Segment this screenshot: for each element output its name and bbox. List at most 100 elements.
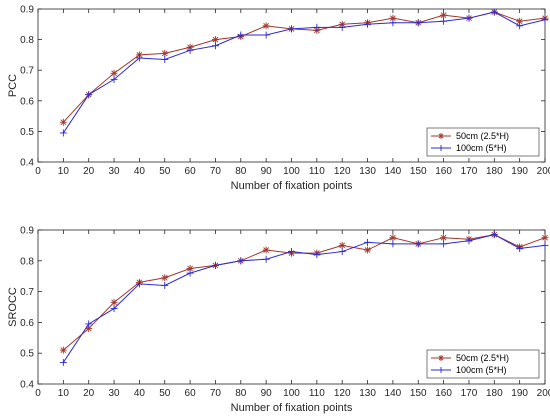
asterisk-marker (338, 241, 346, 249)
plus-marker (85, 91, 93, 99)
plus-marker (313, 23, 321, 31)
x-tick-label: 140 (385, 388, 402, 399)
marker-stroke (339, 242, 346, 249)
plus-marker (211, 261, 219, 269)
x-tick-label: 30 (108, 388, 120, 399)
x-tick-label: 50 (159, 388, 171, 399)
plus-marker (389, 240, 397, 248)
x-tick-label: 90 (261, 166, 273, 177)
asterisk-marker (364, 246, 372, 254)
plus-marker (313, 251, 321, 259)
legend: 50cm (2.5*H) 100cm (5*H) (426, 349, 540, 379)
plus-marker (541, 16, 549, 24)
y-tick-label: 0.5 (20, 127, 34, 138)
asterisk-marker (541, 234, 549, 242)
x-tick-label: 80 (235, 166, 247, 177)
legend-box (426, 349, 540, 379)
y-tick-label: 0.6 (20, 96, 34, 107)
plus-marker (364, 20, 372, 28)
x-tick-label: 40 (134, 388, 146, 399)
x-tick-label: 190 (511, 166, 528, 177)
x-tick-label: 110 (309, 388, 325, 399)
x-tick-label: 170 (461, 166, 478, 177)
y-tick-label: 0.7 (20, 66, 34, 77)
x-axis-label: Number of fixation points (231, 402, 353, 414)
y-axis-label: PCC (7, 74, 19, 97)
y-tick-label: 0.4 (20, 380, 34, 391)
series-line-2 (62, 234, 546, 363)
plus-marker (288, 25, 295, 33)
marker-stroke (263, 247, 269, 253)
series-line-1 (62, 11, 546, 123)
asterisk-marker (161, 274, 169, 282)
asterisk-marker (59, 118, 67, 126)
x-tick-label: 100 (283, 388, 300, 399)
asterisk-marker (389, 234, 397, 242)
marker-stroke (390, 15, 396, 22)
x-tick-label: 50 (159, 166, 171, 177)
plus-marker (59, 129, 67, 137)
plus-marker (161, 281, 169, 289)
x-tick-label: 160 (435, 388, 452, 399)
marker-stroke (85, 325, 92, 332)
plus-marker (59, 358, 67, 366)
asterisk-marker (161, 49, 169, 57)
y-tick-label: 0.6 (20, 318, 34, 329)
x-tick-label: 120 (334, 388, 351, 399)
srocc-chart: 0 10 20 30 40 50 60 70 80 90 100 110 120 130 140 150 160… (7, 226, 550, 415)
x-tick-label: 0 (35, 388, 41, 399)
x-tick-label: 90 (261, 388, 273, 399)
x-tick-label: 190 (511, 388, 528, 399)
y-tick-label: 0.9 (20, 5, 34, 16)
x-tick-label: 60 (185, 166, 197, 177)
x-tick-label: 200 (537, 388, 550, 399)
y-tick-label: 0.7 (20, 287, 34, 298)
plus-marker (338, 248, 346, 256)
plus-marker (364, 238, 372, 246)
marker-stroke (212, 36, 219, 43)
x-tick-label: 120 (334, 166, 351, 177)
legend-box (426, 127, 540, 157)
marker-stroke (263, 22, 269, 29)
asterisk-marker (516, 17, 524, 25)
x-tick-label: 10 (58, 166, 70, 177)
x-tick-label: 70 (210, 388, 222, 399)
legend-marker (438, 355, 444, 361)
plus-marker (211, 42, 219, 50)
legend: 50cm (2.5*H) 100cm (5*H) (426, 127, 540, 157)
x-tick-label: 10 (58, 388, 70, 399)
asterisk-marker (211, 36, 219, 44)
asterisk-marker (262, 246, 270, 254)
plus-marker (389, 19, 397, 27)
x-tick-label: 60 (185, 388, 197, 399)
marker-stroke (60, 119, 67, 126)
y-axis-label: SROCC (7, 287, 19, 327)
plus-marker (465, 14, 473, 22)
x-tick-label: 0 (35, 166, 41, 177)
asterisk-marker (389, 14, 397, 22)
y-tick-label: 0.8 (20, 256, 34, 267)
marker-stroke (60, 347, 67, 353)
marker-stroke (516, 18, 523, 25)
x-tick-label: 150 (410, 166, 427, 177)
x-tick-label: 100 (283, 166, 300, 177)
asterisk-marker (262, 22, 270, 30)
marker-stroke (440, 12, 447, 18)
x-tick-label: 180 (486, 166, 503, 177)
plus-marker (440, 17, 448, 25)
plus-marker (288, 248, 295, 256)
marker-stroke (364, 247, 371, 253)
x-tick-label: 80 (235, 388, 247, 399)
marker-stroke (187, 265, 193, 272)
x-tick-label: 30 (108, 166, 120, 177)
legend-label: 50cm (2.5*H) (456, 353, 509, 363)
x-tick-label: 140 (385, 166, 402, 177)
x-tick-label: 160 (435, 166, 452, 177)
plus-marker (135, 280, 143, 288)
plus-marker (262, 31, 270, 39)
plus-marker (85, 320, 93, 328)
x-tick-label: 130 (359, 388, 376, 399)
plus-marker (490, 231, 498, 239)
asterisk-marker (440, 11, 448, 19)
